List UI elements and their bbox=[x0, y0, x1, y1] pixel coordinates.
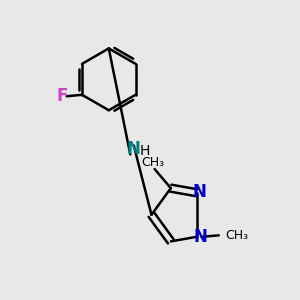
Text: N: N bbox=[193, 228, 207, 246]
Text: F: F bbox=[57, 87, 68, 105]
Text: CH₃: CH₃ bbox=[225, 229, 248, 242]
Text: CH₃: CH₃ bbox=[142, 156, 165, 169]
Text: N: N bbox=[192, 183, 206, 201]
Text: N: N bbox=[127, 140, 141, 158]
Text: H: H bbox=[140, 145, 150, 158]
